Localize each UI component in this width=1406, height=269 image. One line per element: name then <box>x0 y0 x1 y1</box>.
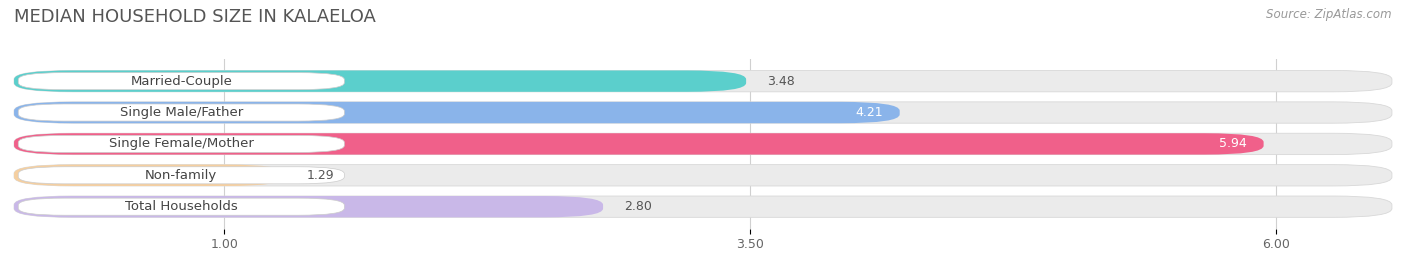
FancyBboxPatch shape <box>18 198 344 215</box>
Text: 2.80: 2.80 <box>624 200 652 213</box>
Text: Single Female/Mother: Single Female/Mother <box>108 137 253 150</box>
FancyBboxPatch shape <box>18 104 344 121</box>
FancyBboxPatch shape <box>18 135 344 153</box>
FancyBboxPatch shape <box>14 70 747 92</box>
FancyBboxPatch shape <box>14 133 1392 155</box>
Text: Total Households: Total Households <box>125 200 238 213</box>
Text: Source: ZipAtlas.com: Source: ZipAtlas.com <box>1267 8 1392 21</box>
Text: Single Male/Father: Single Male/Father <box>120 106 243 119</box>
FancyBboxPatch shape <box>14 70 1392 92</box>
FancyBboxPatch shape <box>18 167 344 184</box>
FancyBboxPatch shape <box>14 196 1392 217</box>
Text: 4.21: 4.21 <box>855 106 883 119</box>
Text: 5.94: 5.94 <box>1219 137 1247 150</box>
Text: Non-family: Non-family <box>145 169 218 182</box>
Text: MEDIAN HOUSEHOLD SIZE IN KALAELOA: MEDIAN HOUSEHOLD SIZE IN KALAELOA <box>14 8 375 26</box>
FancyBboxPatch shape <box>14 102 1392 123</box>
FancyBboxPatch shape <box>14 102 900 123</box>
Text: 3.48: 3.48 <box>768 75 794 88</box>
FancyBboxPatch shape <box>14 165 285 186</box>
Text: Married-Couple: Married-Couple <box>131 75 232 88</box>
FancyBboxPatch shape <box>14 133 1264 155</box>
FancyBboxPatch shape <box>18 73 344 90</box>
FancyBboxPatch shape <box>14 165 1392 186</box>
Text: 1.29: 1.29 <box>307 169 335 182</box>
FancyBboxPatch shape <box>14 196 603 217</box>
